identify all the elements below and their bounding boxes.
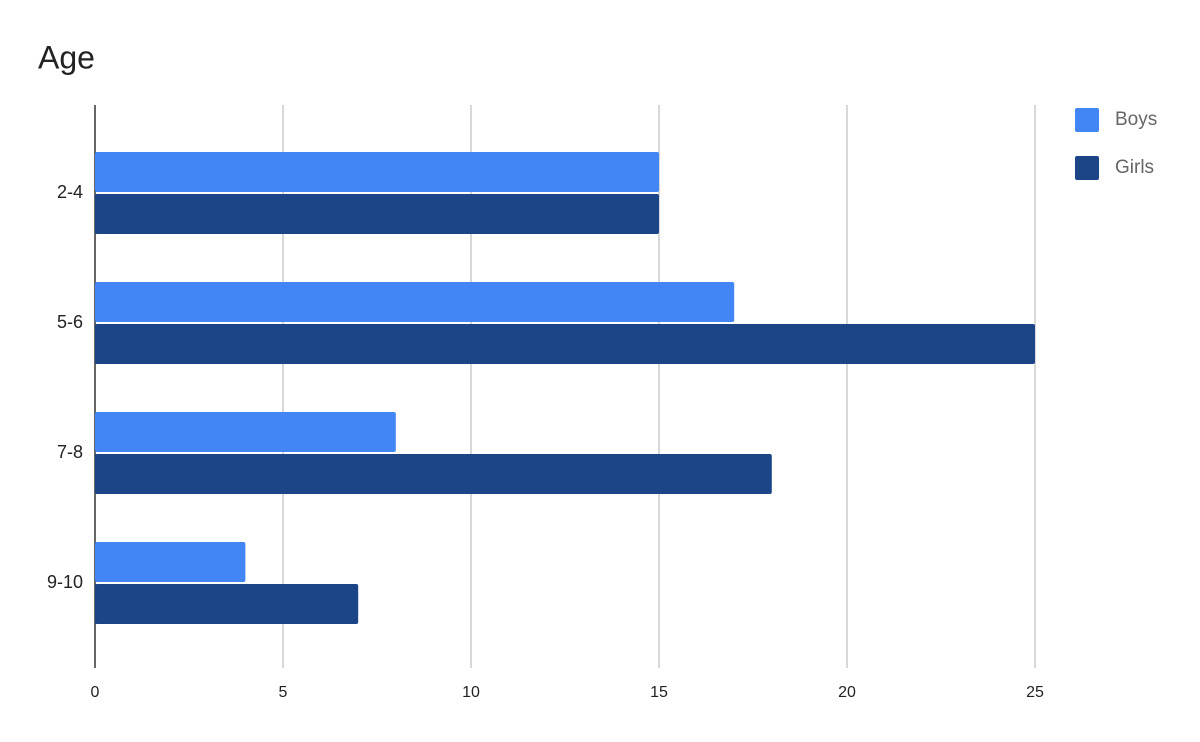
- y-tick-label: 5-6: [57, 312, 83, 332]
- x-tick-label: 20: [838, 684, 856, 701]
- y-tick-label: 7-8: [57, 442, 83, 462]
- x-tick-label: 15: [650, 684, 668, 701]
- legend-swatch: [1075, 108, 1099, 132]
- legend-label: Boys: [1115, 109, 1157, 130]
- legend-swatch: [1075, 156, 1099, 180]
- bar: [95, 152, 659, 192]
- bar: [95, 324, 1035, 364]
- y-tick-label: 2-4: [57, 182, 83, 202]
- bar: [95, 282, 735, 322]
- legend-label: Girls: [1115, 157, 1154, 178]
- x-tick-label: 25: [1026, 684, 1044, 701]
- bar: [95, 454, 772, 494]
- x-tick-label: 5: [279, 684, 288, 701]
- bar: [95, 584, 359, 624]
- bar: [95, 194, 659, 234]
- x-tick-label: 0: [91, 684, 100, 701]
- bar: [95, 412, 396, 452]
- bar: [95, 542, 246, 582]
- chart-title: Age: [38, 39, 95, 75]
- y-tick-label: 9-10: [47, 572, 83, 592]
- x-tick-label: 10: [462, 684, 480, 701]
